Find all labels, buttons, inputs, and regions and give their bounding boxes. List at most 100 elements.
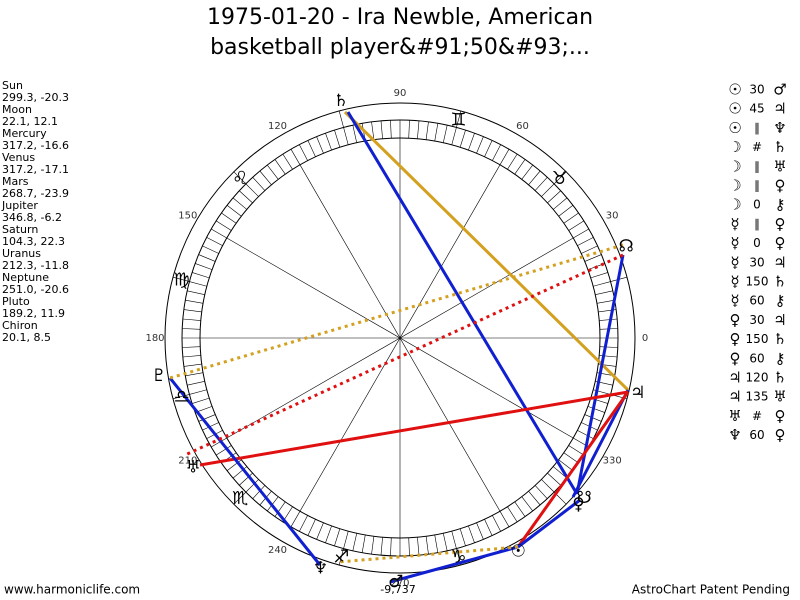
- hatch: [189, 281, 207, 287]
- planet-name: Moon: [2, 103, 32, 116]
- planet-glyph: ♆: [313, 559, 328, 579]
- planet-glyph: ♅: [185, 457, 200, 477]
- hatch: [316, 522, 324, 540]
- hatch: [325, 133, 332, 151]
- zodiac-sign: ♍: [174, 270, 190, 291]
- hatch: [211, 437, 227, 448]
- hatch: [553, 197, 568, 210]
- hatch: [299, 515, 308, 532]
- planet-name: Mercury: [2, 127, 47, 140]
- sign-divider: [553, 171, 567, 185]
- aspect-planet: ⚷: [775, 292, 786, 310]
- hatch: [484, 140, 493, 157]
- hatch: [442, 533, 448, 551]
- hatch: [316, 136, 324, 154]
- planet-name: Venus: [2, 151, 35, 164]
- aspect-line: [343, 110, 630, 392]
- aspect-planet: ♃: [773, 311, 786, 329]
- footer-right: AstroChart Patent Pending: [632, 583, 790, 597]
- aspect-type: 45: [749, 102, 764, 116]
- hatch: [408, 537, 410, 556]
- aspect-line: [517, 498, 581, 549]
- hatch: [282, 153, 293, 170]
- aspect-line: [184, 253, 624, 457]
- hatch: [581, 245, 598, 254]
- hatch: [290, 511, 301, 527]
- aspect-type: 150: [746, 332, 769, 346]
- hatch: [232, 197, 247, 210]
- aspect-line: [199, 390, 629, 467]
- aspect-lines: [168, 110, 630, 584]
- hatch: [252, 485, 266, 499]
- aspect-planet: ♀: [775, 234, 786, 252]
- hatch: [245, 479, 259, 493]
- hatch: [371, 121, 375, 140]
- planet-glyph: ☉: [511, 541, 526, 561]
- hatch: [534, 485, 548, 499]
- aspect-line: [516, 391, 630, 548]
- aspect-planet: ☿: [730, 273, 739, 291]
- hatch: [476, 136, 484, 154]
- hatch: [568, 220, 585, 231]
- aspect-type: ∥: [754, 159, 760, 173]
- aspect-type: 0: [753, 236, 761, 250]
- hatch: [290, 149, 301, 165]
- aspect-planet: ☽: [728, 157, 741, 175]
- hatch: [215, 220, 232, 231]
- hatch: [182, 328, 201, 330]
- zodiac-sign: ♊: [450, 110, 466, 131]
- hatch: [599, 346, 618, 348]
- aspect-planet: ♀: [730, 349, 741, 367]
- aspect-planet: ♃: [773, 253, 786, 271]
- degree-label: 150: [178, 211, 197, 222]
- degree-label: 330: [603, 456, 622, 467]
- aspect-planet: ☽: [728, 177, 741, 195]
- zodiac-sign: ♌: [232, 168, 248, 189]
- planet-coords: 251.0, -20.6: [2, 283, 69, 296]
- aspect-planet: ♀: [730, 330, 741, 348]
- aspect-planet: ♄: [773, 330, 786, 348]
- planet-coords: 299.3, -20.3: [2, 91, 69, 104]
- aspect-type: 0: [753, 198, 761, 212]
- hatch: [587, 406, 605, 413]
- hatch: [185, 299, 204, 304]
- hatch: [425, 121, 429, 140]
- aspect-line: [168, 377, 322, 566]
- aspect-line: [571, 389, 630, 498]
- aspect-planet: ♀: [775, 177, 786, 195]
- aspect-type: #: [752, 409, 762, 423]
- hatch: [590, 272, 609, 279]
- degree-label: 90: [394, 88, 407, 99]
- aspect-type: ∥: [754, 217, 760, 231]
- title-line: basketball player&#91;50&#93;...: [210, 35, 590, 60]
- footer-left: www.harmoniclife.com: [4, 583, 140, 597]
- hatch: [371, 536, 375, 555]
- aspect-planet: ♃: [773, 100, 786, 118]
- hatch: [459, 129, 466, 148]
- aspect-planet: ♀: [775, 426, 786, 444]
- planet-name: Mars: [2, 175, 29, 188]
- zodiac-sign: ♑: [450, 546, 466, 567]
- aspect-type: 120: [746, 371, 769, 385]
- hatch: [417, 120, 420, 139]
- hatch: [195, 263, 213, 270]
- zodiac-sign: ♏: [232, 488, 248, 509]
- degree-label: 210: [178, 456, 197, 467]
- planet-name: Saturn: [2, 223, 38, 236]
- hatch: [451, 531, 457, 549]
- aspect-planet: ♄: [773, 369, 786, 387]
- hatch: [202, 245, 219, 254]
- hatch: [259, 170, 272, 185]
- hatch: [492, 515, 501, 532]
- house-line: [226, 237, 574, 439]
- hatch: [221, 212, 237, 224]
- planet-glyph: ☊: [619, 237, 634, 257]
- planet-coords: 317.2, -16.6: [2, 139, 69, 152]
- hatch: [198, 414, 216, 422]
- aspect-planet: ☉: [728, 100, 741, 118]
- hatch: [434, 534, 439, 553]
- planet-name: Jupiter: [1, 199, 38, 212]
- hatch: [499, 149, 510, 165]
